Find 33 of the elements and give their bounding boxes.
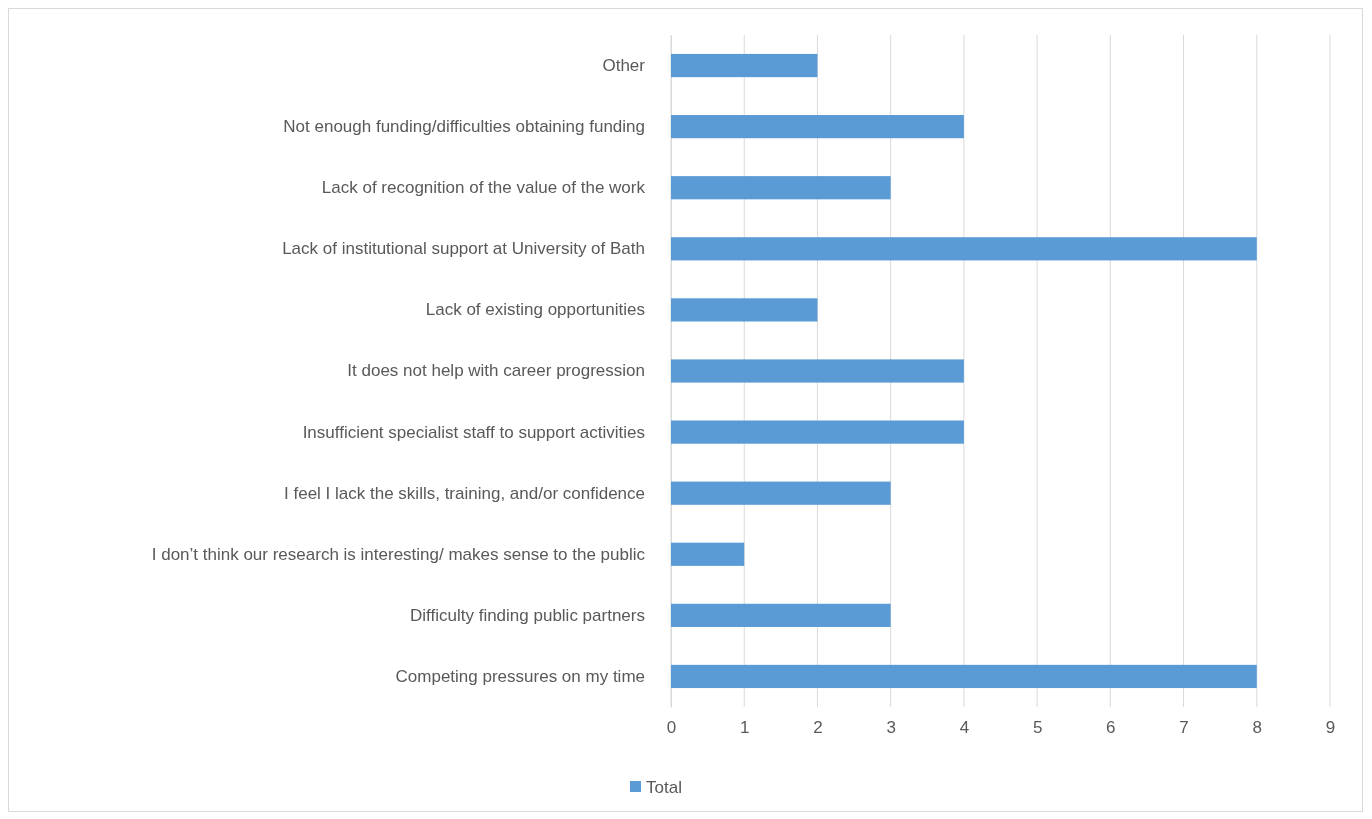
y-tick-label: I don’t think our research is interesting/ makes sense to the public	[151, 544, 646, 564]
bar	[671, 603, 891, 627]
x-tick-label: 9	[1325, 718, 1336, 738]
y-tick-label: Insufficient specialist staff to support activities	[302, 422, 645, 442]
bar	[671, 420, 964, 444]
x-tick-label: 2	[813, 718, 823, 738]
x-tick-label: 8	[1252, 718, 1263, 738]
bar	[671, 481, 891, 505]
bar	[671, 115, 964, 139]
bar	[671, 542, 745, 566]
y-tick-label: Difficulty finding public partners	[410, 605, 645, 625]
legend-label: Total	[646, 777, 682, 797]
bar	[671, 176, 891, 200]
y-tick-label: Other	[602, 55, 646, 75]
y-tick-label: Not enough funding/difficulties obtaining funding	[283, 117, 645, 137]
bar	[671, 359, 964, 383]
x-tick-label: 4	[959, 718, 970, 738]
bar	[671, 664, 1257, 689]
x-tick-label: 7	[1179, 718, 1189, 738]
bar	[671, 237, 1257, 261]
y-tick-label: Lack of recognition of the value of the work	[321, 178, 646, 198]
y-tick-label: I feel I lack the skills, training, and/or confidence	[284, 483, 645, 503]
bar	[671, 298, 818, 322]
x-tick-label: 1	[739, 718, 750, 738]
y-tick-label: It does not help with career progression	[347, 361, 645, 381]
x-tick-label: 6	[1106, 718, 1116, 738]
x-tick-label: 0	[666, 718, 677, 738]
y-tick-label: Lack of institutional support at University of Bath	[282, 239, 645, 259]
y-tick-label: Competing pressures on my time	[395, 666, 645, 686]
x-tick-label: 5	[1032, 718, 1043, 738]
bar	[671, 53, 818, 78]
y-tick-label: Lack of existing opportunities	[425, 300, 645, 320]
x-tick-label: 3	[886, 718, 896, 738]
